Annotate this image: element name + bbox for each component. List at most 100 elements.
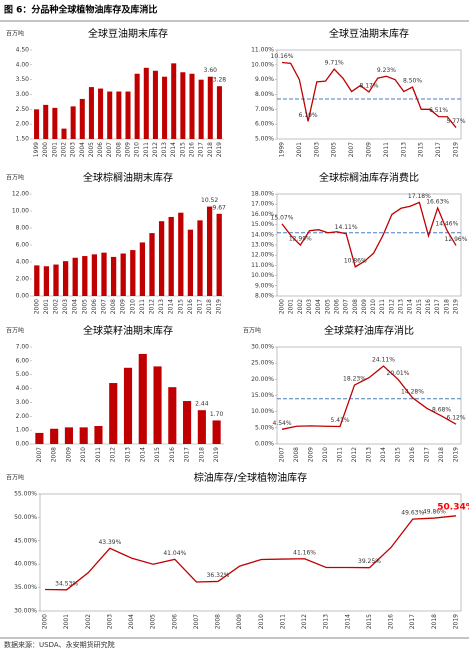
x-tick-label: 2012 xyxy=(152,142,159,157)
x-tick-label: 2011 xyxy=(279,614,286,629)
x-tick-label: 2007 xyxy=(193,614,200,629)
y-tick-label: 30.00% xyxy=(14,608,37,615)
bar xyxy=(88,87,94,139)
plot-frame xyxy=(276,346,462,445)
bar xyxy=(197,220,203,296)
x-tick-label: 2001 xyxy=(51,142,58,157)
value-label: 9.71% xyxy=(325,60,344,67)
bar xyxy=(120,253,126,296)
x-tick-label: 2012 xyxy=(301,614,308,629)
value-label: 5.41% xyxy=(330,417,349,424)
bar xyxy=(178,212,184,296)
y-tick-label: 12.00% xyxy=(251,252,274,259)
bar xyxy=(207,76,213,139)
x-tick-label: 2009 xyxy=(65,447,72,462)
y-tick-label: 45.00% xyxy=(14,537,37,544)
value-label: 43.39% xyxy=(98,539,121,546)
bar xyxy=(98,88,104,139)
x-tick-label: 2012 xyxy=(149,299,156,314)
y-tick-label: 0.00% xyxy=(255,441,274,448)
bar xyxy=(216,86,222,139)
x-tick-label: 2008 xyxy=(115,142,122,157)
x-tick-label: 2012 xyxy=(388,299,395,314)
bar xyxy=(72,257,78,296)
y-tick-label: 18.00% xyxy=(251,191,274,198)
x-tick-label: 2017 xyxy=(434,299,441,314)
x-tick-label: 2007 xyxy=(348,142,355,157)
bar xyxy=(62,261,69,296)
value-label: 10.86% xyxy=(344,257,367,264)
plot-frame xyxy=(39,493,462,612)
bar xyxy=(162,76,168,139)
y-unit: 百万吨 xyxy=(6,30,24,38)
bar xyxy=(197,410,206,444)
bar xyxy=(168,387,177,444)
y-tick-label: 16.00% xyxy=(251,211,274,218)
value-label: 49.63% xyxy=(401,510,424,517)
x-tick-label: 2003 xyxy=(62,299,69,314)
x-tick-label: 1999 xyxy=(279,142,286,157)
value-label: 1.70 xyxy=(210,411,224,418)
bar xyxy=(116,91,122,139)
value-label: 41.04% xyxy=(163,550,186,557)
value-label: 20.01% xyxy=(387,370,410,377)
x-tick-label: 2016 xyxy=(189,142,196,157)
value-label: 6.19% xyxy=(299,112,318,119)
value-label: 10.16% xyxy=(271,53,294,60)
bar xyxy=(138,353,147,444)
chart-title: 全球菜籽油库存消比 xyxy=(324,324,414,337)
bar xyxy=(101,252,107,296)
value-label: 8.50% xyxy=(403,78,422,85)
x-tick-label: 2017 xyxy=(424,447,431,462)
x-tick-label: 2008 xyxy=(352,299,359,314)
x-tick-label: 2017 xyxy=(409,614,416,629)
y-tick-label: 1.50 xyxy=(16,136,30,143)
x-tick-label: 2018 xyxy=(431,614,438,629)
x-tick-label: 2019 xyxy=(453,142,460,157)
y-tick-label: 20.00% xyxy=(251,376,274,383)
x-tick-label: 2013 xyxy=(400,142,407,157)
y-tick-label: 4.00 xyxy=(16,61,30,68)
y-tick-label: 8.00% xyxy=(255,293,274,300)
x-tick-label: 2003 xyxy=(306,299,313,314)
bar xyxy=(43,266,50,296)
bar xyxy=(198,79,204,139)
x-tick-label: 2006 xyxy=(97,142,104,157)
x-tick-label: 2014 xyxy=(139,447,146,462)
x-tick-label: 2011 xyxy=(337,447,344,462)
y-tick-label: 11.00% xyxy=(251,47,274,54)
x-tick-label: 2006 xyxy=(171,614,178,629)
x-tick-label: 2016 xyxy=(409,447,416,462)
y-tick-label: 3.00 xyxy=(16,399,30,406)
x-tick-label: 2008 xyxy=(215,614,222,629)
value-label: 9.67 xyxy=(213,204,227,211)
bar xyxy=(91,254,98,296)
value-label: 41.16% xyxy=(293,549,316,556)
x-tick-label: 2004 xyxy=(128,614,135,629)
value-label: 14.28% xyxy=(401,388,424,395)
line xyxy=(281,365,457,430)
x-tick-label: 2019 xyxy=(453,447,460,462)
x-tick-label: 2004 xyxy=(72,299,79,314)
bar xyxy=(158,221,165,296)
y-tick-label: 7.00% xyxy=(255,106,274,113)
bar xyxy=(143,67,149,139)
bar xyxy=(130,250,136,296)
x-tick-label: 2000 xyxy=(42,142,49,157)
y-tick-label: 10.00 xyxy=(12,208,29,215)
x-tick-label: 2015 xyxy=(154,447,161,462)
y-tick-label: 6.00 xyxy=(16,242,30,249)
x-tick-label: 2009 xyxy=(120,299,127,314)
x-tick-label: 2019 xyxy=(453,299,460,314)
x-tick-label: 2008 xyxy=(51,447,58,462)
value-label: 24.11% xyxy=(372,357,395,364)
bar xyxy=(139,242,146,296)
x-tick-label: 2010 xyxy=(258,614,265,629)
x-tick-label: 2008 xyxy=(293,447,300,462)
x-tick-label: 2015 xyxy=(177,299,184,314)
bar xyxy=(110,256,117,296)
source: 数据来源：USDA、永安期货研究院 xyxy=(4,640,115,649)
y-tick-label: 0.00 xyxy=(16,293,30,300)
y-tick-label: 17.00% xyxy=(251,201,274,208)
x-tick-label: 2005 xyxy=(88,142,95,157)
